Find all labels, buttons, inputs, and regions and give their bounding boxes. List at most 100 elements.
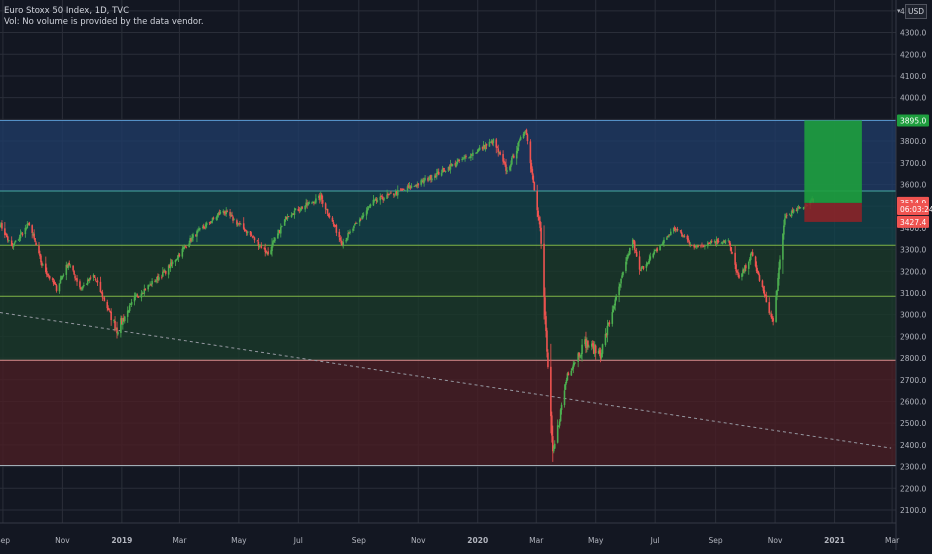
candle-body bbox=[326, 208, 329, 214]
candle-body bbox=[372, 199, 375, 206]
zone-green bbox=[0, 245, 896, 361]
candle-body bbox=[499, 152, 501, 155]
candle-body bbox=[169, 262, 172, 269]
y-tick-label: 3300.0 bbox=[900, 246, 926, 255]
candle-body bbox=[60, 277, 63, 280]
candle-body bbox=[58, 283, 61, 292]
x-tick-label: 2021 bbox=[824, 536, 845, 545]
legend-volume-note: Vol: No volume is provided by the data v… bbox=[4, 17, 204, 27]
candle-body bbox=[314, 201, 316, 203]
candle-body bbox=[434, 175, 436, 178]
candle-body bbox=[339, 237, 342, 240]
candle-body bbox=[233, 219, 235, 221]
candle-body bbox=[188, 243, 190, 248]
candle-body bbox=[450, 164, 453, 166]
candle-body bbox=[628, 253, 630, 256]
candle-body bbox=[565, 379, 568, 384]
candle-body bbox=[776, 290, 778, 296]
candle-body bbox=[283, 219, 286, 226]
candle-body bbox=[31, 225, 33, 233]
caret-down-icon[interactable]: ▾ bbox=[897, 7, 901, 15]
candle-body bbox=[435, 172, 438, 177]
candle-body bbox=[170, 262, 173, 264]
candle-body bbox=[669, 234, 671, 236]
candle-body bbox=[14, 240, 17, 243]
candle-body bbox=[253, 237, 256, 241]
candle-body bbox=[683, 236, 686, 238]
candle-body bbox=[273, 240, 275, 243]
candle-body bbox=[523, 131, 526, 135]
y-tick-label: 2700.0 bbox=[900, 376, 926, 385]
candle-body bbox=[734, 252, 736, 265]
candle-body bbox=[368, 206, 371, 208]
candle-body bbox=[259, 245, 262, 247]
candle-body bbox=[379, 196, 382, 201]
candle-body bbox=[515, 150, 518, 159]
candle-body bbox=[567, 373, 570, 376]
candle-body bbox=[199, 228, 201, 230]
candle-body bbox=[196, 231, 198, 237]
candle-body bbox=[65, 264, 68, 275]
candle-body bbox=[95, 280, 98, 282]
candle-body bbox=[748, 258, 751, 261]
candle-body bbox=[354, 223, 356, 226]
candle-body bbox=[108, 309, 110, 311]
x-tick-label: Jul bbox=[650, 536, 660, 545]
y-tick-label: 3700.0 bbox=[900, 159, 926, 168]
candle-body bbox=[393, 193, 395, 196]
candle-body bbox=[380, 195, 383, 197]
candle-body bbox=[294, 208, 297, 211]
stop-zone[interactable] bbox=[804, 202, 862, 222]
candle-body bbox=[544, 297, 546, 316]
candle-body bbox=[121, 317, 123, 325]
candle-body bbox=[306, 203, 308, 206]
candle-body bbox=[707, 242, 709, 247]
candle-body bbox=[765, 295, 768, 303]
candle-body bbox=[20, 233, 23, 234]
candle-body bbox=[260, 245, 263, 249]
position-tool[interactable] bbox=[804, 120, 862, 222]
candle-body bbox=[429, 175, 431, 179]
candle-body bbox=[278, 230, 280, 233]
candle-body bbox=[771, 316, 773, 320]
candle-body bbox=[638, 256, 641, 270]
candle-body bbox=[694, 246, 696, 248]
candle-body bbox=[229, 211, 231, 216]
candle-body bbox=[242, 223, 245, 229]
candle-body bbox=[755, 265, 758, 272]
candle-body bbox=[498, 152, 500, 154]
candle-body bbox=[584, 339, 586, 345]
time-axis-panel[interactable] bbox=[0, 523, 896, 550]
candle-body bbox=[35, 242, 37, 246]
trendline[interactable] bbox=[0, 312, 892, 449]
candle-body bbox=[353, 225, 355, 229]
candle-body bbox=[325, 209, 328, 211]
candle-body bbox=[201, 226, 204, 228]
candle-body bbox=[511, 157, 513, 165]
price-axis-panel[interactable] bbox=[896, 0, 932, 550]
candle-body bbox=[249, 230, 252, 236]
candle-body bbox=[764, 294, 767, 296]
candle-body bbox=[619, 284, 621, 287]
candle-body bbox=[155, 280, 157, 282]
candle-body bbox=[102, 297, 105, 299]
candle-body bbox=[693, 245, 695, 248]
candle-body bbox=[745, 265, 747, 269]
currency-badge[interactable]: USD bbox=[905, 4, 927, 19]
candle-body bbox=[34, 238, 36, 242]
candle-body bbox=[751, 252, 754, 256]
candle-body bbox=[799, 207, 802, 209]
candle-body bbox=[280, 226, 283, 227]
x-tick-label: Nov bbox=[411, 536, 426, 545]
candle-body bbox=[52, 281, 55, 284]
profit-zone[interactable] bbox=[804, 120, 862, 203]
candle-body bbox=[230, 215, 232, 217]
candle-body bbox=[335, 224, 338, 233]
candle-body bbox=[738, 274, 740, 278]
candle-body bbox=[704, 245, 706, 247]
candle-body bbox=[319, 195, 322, 200]
candle-body bbox=[66, 265, 69, 268]
candle-body bbox=[292, 213, 295, 215]
